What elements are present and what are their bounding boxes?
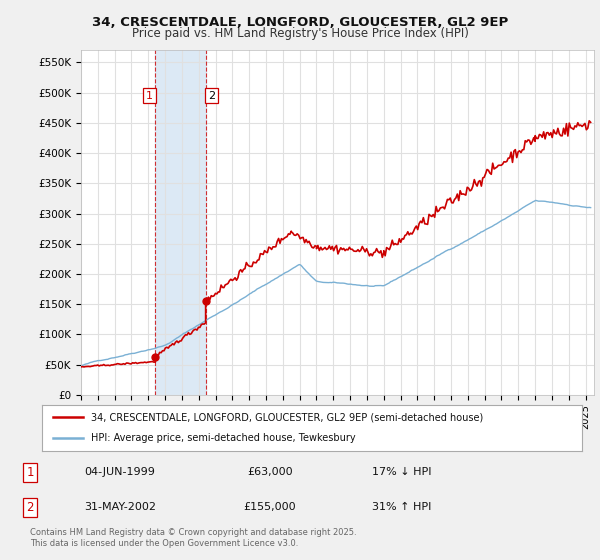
Text: 31-MAY-2002: 31-MAY-2002 <box>84 502 156 512</box>
Text: 04-JUN-1999: 04-JUN-1999 <box>85 468 155 478</box>
Text: 2: 2 <box>208 91 215 101</box>
Text: Price paid vs. HM Land Registry's House Price Index (HPI): Price paid vs. HM Land Registry's House … <box>131 27 469 40</box>
Text: £155,000: £155,000 <box>244 502 296 512</box>
Bar <box>155 50 206 395</box>
Text: £63,000: £63,000 <box>247 468 293 478</box>
Text: 34, CRESCENTDALE, LONGFORD, GLOUCESTER, GL2 9EP: 34, CRESCENTDALE, LONGFORD, GLOUCESTER, … <box>92 16 508 29</box>
Text: 1: 1 <box>146 91 153 101</box>
Text: 31% ↑ HPI: 31% ↑ HPI <box>372 502 431 512</box>
Text: 17% ↓ HPI: 17% ↓ HPI <box>372 468 431 478</box>
Text: 34, CRESCENTDALE, LONGFORD, GLOUCESTER, GL2 9EP (semi-detached house): 34, CRESCENTDALE, LONGFORD, GLOUCESTER, … <box>91 412 483 422</box>
Text: 1: 1 <box>26 466 34 479</box>
Text: 2: 2 <box>26 501 34 514</box>
Text: Contains HM Land Registry data © Crown copyright and database right 2025.
This d: Contains HM Land Registry data © Crown c… <box>30 528 356 548</box>
Text: HPI: Average price, semi-detached house, Tewkesbury: HPI: Average price, semi-detached house,… <box>91 433 355 444</box>
